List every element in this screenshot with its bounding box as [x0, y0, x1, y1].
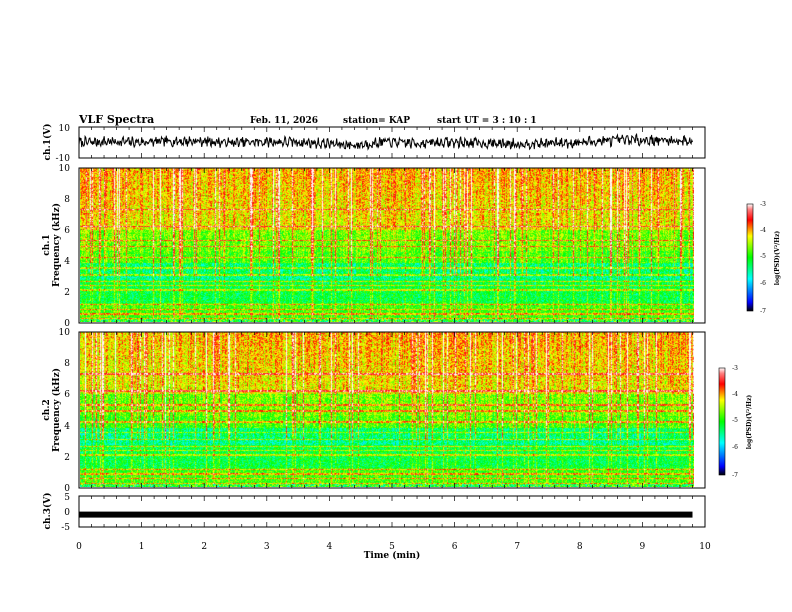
- ch1-ytick-0: 0: [64, 319, 70, 329]
- ch2-ytick-0: 0: [64, 484, 70, 494]
- ch1-cb-tick-neg6: -6: [760, 280, 766, 287]
- ch2-cb-tick-neg7: -7: [732, 472, 738, 479]
- ch1-ytick-4: 4: [64, 257, 70, 267]
- ch2-cb-tick-neg4: -4: [732, 391, 738, 398]
- ch1-ytick-10: 10: [59, 164, 71, 174]
- ch2-spectrogram-image: [80, 332, 694, 487]
- ch1-ytick-max: 10: [59, 124, 71, 134]
- ch2-spectrogram-yticks: 0 2 4 6 8 10: [59, 328, 71, 494]
- xtick-3: 3: [264, 542, 270, 552]
- ch1-waveform-line: [78, 132, 693, 151]
- date-label: Feb. 11, 2026: [250, 116, 318, 126]
- ch1-cb-tick-neg5: -5: [760, 253, 766, 260]
- ch3-signal-panel: 5 0 -5 ch.3(V): [42, 493, 706, 533]
- xtick-2: 2: [201, 542, 207, 552]
- ch1-cb-tick-neg3: -3: [760, 201, 766, 208]
- xtick-9: 9: [640, 542, 646, 552]
- xtick-5: 5: [389, 542, 395, 552]
- ch3-signal-frame: [78, 495, 706, 528]
- ch3-ytick-5: 5: [64, 493, 70, 503]
- ch3-signal-band: [79, 511, 693, 518]
- ch1-ytick-2: 2: [64, 288, 70, 298]
- ch3-ytick-neg5: -5: [61, 523, 70, 533]
- ch2-spectrogram-frame: [78, 331, 706, 489]
- ch1-ytick-min: -10: [56, 154, 71, 164]
- ch1-colorbar-label: log(PSD)(V²/Hz): [774, 231, 781, 286]
- x-axis: 0 1 2 3 4 5 6 7 8 9 10 Time (min): [76, 542, 711, 561]
- xtick-4: 4: [327, 542, 333, 552]
- xtick-6: 6: [452, 542, 458, 552]
- ch2-cb-tick-neg5: -5: [732, 417, 738, 424]
- ch2-colorbar-scale: [719, 368, 725, 475]
- xtick-0: 0: [76, 542, 82, 552]
- ch3-signal-ylabel: ch.3(V): [42, 493, 53, 530]
- xtick-8: 8: [577, 542, 583, 552]
- ch1-colorbar-scale: [747, 204, 753, 311]
- xtick-7: 7: [514, 542, 520, 552]
- ch2-cb-tick-neg6: -6: [732, 444, 738, 451]
- ch1-frequency-label: Frequency (kHz): [51, 203, 62, 287]
- ch1-spectrogram-image: [80, 168, 694, 322]
- station-label: station= KAP: [343, 116, 410, 126]
- ch2-ytick-6: 6: [64, 390, 70, 400]
- figure-header: VLF Spectra Feb. 11, 2026 station= KAP s…: [78, 113, 537, 126]
- ch3-ytick-0: 0: [64, 508, 70, 518]
- ch2-ytick-8: 8: [64, 359, 70, 369]
- x-axis-label: Time (min): [364, 550, 421, 561]
- ch2-frequency-label: Frequency (kHz): [51, 368, 62, 452]
- ch2-ytick-2: 2: [64, 453, 70, 463]
- ch1-ytick-6: 6: [64, 226, 70, 236]
- start-time-label: start UT = 3 : 10 : 1: [437, 116, 537, 126]
- xtick-1: 1: [139, 542, 145, 552]
- ch1-cb-tick-neg4: -4: [760, 227, 766, 234]
- ch1-ytick-8: 8: [64, 195, 70, 205]
- ch2-ytick-4: 4: [64, 422, 70, 432]
- ch1-waveform-panel: 10 -10 ch.1(V): [42, 124, 706, 164]
- ch2-ytick-10: 10: [59, 328, 71, 338]
- ch1-spectrogram-yticks: 0 2 4 6 8 10: [59, 164, 71, 329]
- ch2-spectrogram-ylabel: ch.2: [42, 399, 52, 420]
- ch1-waveform-ylabel: ch.1(V): [42, 124, 53, 161]
- ch1-spectrogram-ylabel: ch.1: [42, 234, 52, 255]
- ch1-cb-tick-neg7: -7: [760, 308, 766, 315]
- ch1-colorbar: -3 -4 -5 -6 -7 log(PSD)(V²/Hz): [746, 201, 781, 315]
- ch2-colorbar-label: log(PSD)(V²/Hz): [746, 395, 753, 450]
- ch1-spectrogram-frame: [78, 167, 706, 324]
- xtick-10: 10: [699, 542, 711, 552]
- ch3-signal-ticks: [78, 496, 706, 527]
- ch2-spectrogram-panel: 0 2 4 6 8 10 ch.2 Frequency (kHz) -3 -4 …: [42, 328, 753, 494]
- figure-title: VLF Spectra: [78, 113, 154, 126]
- ch2-cb-tick-neg3: -3: [732, 365, 738, 372]
- ch1-spectrogram-panel: 0 2 4 6 8 10 ch.1 Frequency (kHz) -3 -4 …: [42, 164, 781, 329]
- ch2-colorbar: -3 -4 -5 -6 -7 log(PSD)(V²/Hz): [718, 365, 753, 479]
- ch1-waveform-frame: [78, 126, 706, 159]
